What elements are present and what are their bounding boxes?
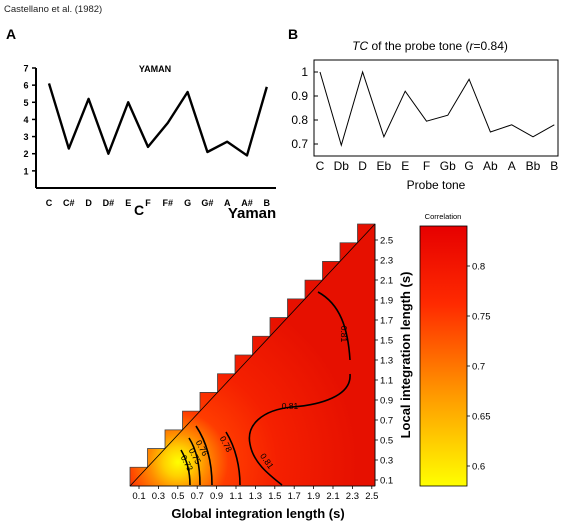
panel-c-x-tick-label: 0.3 <box>152 491 165 502</box>
panel-b-chart: TC of the probe tone (r=0.84) 0.7 0.8 0.9 1… <box>291 39 559 192</box>
panel-a-x-tick-label: G <box>184 198 191 208</box>
panel-a-chart: YAMAN 1 2 3 4 5 6 7 C C# D D# E F F# G G# A A# B <box>23 64 276 208</box>
colorbar-tick-label: 0.65 <box>472 412 491 423</box>
panel-c-x-tick-label: 1.3 <box>249 491 262 502</box>
panel-b-y-tick-label: 0.9 <box>291 89 308 103</box>
panel-b-x-tick-label: Gb <box>440 159 456 173</box>
panel-c-y-tick-label: 0.3 <box>380 456 393 467</box>
panel-label-a: A <box>6 26 17 42</box>
panel-a-title: YAMAN <box>139 64 171 74</box>
panel-a-x-tick-label: A <box>224 198 231 208</box>
panel-c-y-tick-label: 1.3 <box>380 356 393 367</box>
contour-078 <box>225 431 241 486</box>
panel-a-x-tick-label: D# <box>103 198 115 208</box>
panel-b-title: TC of the probe tone (r=0.84) <box>352 39 508 53</box>
panel-b-frame <box>313 59 559 157</box>
colorbar-tick-label: 0.75 <box>472 312 491 323</box>
panel-c-x-tick-label: 1.5 <box>268 491 281 502</box>
panel-c-x-tick-label: 0.9 <box>210 491 223 502</box>
panel-c-y-tick-label: 0.9 <box>380 396 393 407</box>
panel-a-y-tick-label: 6 <box>23 81 28 91</box>
panel-label-b: B <box>288 26 299 42</box>
panel-c-y-tick-label: 0.7 <box>380 416 393 427</box>
panel-c-y-tick-label: 1.7 <box>380 316 393 327</box>
panel-c-x-tick-label: 0.1 <box>132 491 145 502</box>
panel-c-x-tick-label: 1.1 <box>229 491 242 502</box>
panel-a-x-tick-label: A# <box>241 198 253 208</box>
panel-b-y-tick-label: 0.8 <box>291 113 308 127</box>
panel-c-y-tick-label: 0.5 <box>380 436 393 447</box>
colorbar <box>419 225 468 487</box>
contour-075 <box>188 437 201 486</box>
panel-a-x-tick-label: C# <box>63 198 75 208</box>
heatmap-diagonal-line <box>129 223 376 487</box>
panel-c-x-tick-label: 0.7 <box>191 491 204 502</box>
colorbar-tick-label: 0.7 <box>472 362 485 373</box>
panel-a-x-tick-label: G# <box>201 198 213 208</box>
panel-a-x-tick-label: E <box>125 198 131 208</box>
panel-a-x-tick-label: C <box>46 198 53 208</box>
panel-c-y-tick-label: 0.1 <box>380 476 393 487</box>
source-citation: Castellano et al. (1982) <box>4 4 103 15</box>
panel-a-y-tick-label: 3 <box>23 132 28 142</box>
panel-c-x-axis-label: Global integration length (s) <box>171 506 344 521</box>
panel-c-y-axis-label: Local integration length (s) <box>398 272 413 439</box>
panel-c-x-tick-label: 2.5 <box>365 491 378 502</box>
panel-c-x-tick-label: 1.7 <box>288 491 301 502</box>
panel-label-c: C <box>134 202 145 218</box>
heatmap-diagonal-edge <box>129 223 376 487</box>
panel-b-x-tick-label: Ab <box>483 159 498 173</box>
panel-a-y-tick-label: 5 <box>23 98 28 108</box>
colorbar-tick-label: 0.6 <box>472 462 485 473</box>
panel-b-x-tick-label: G <box>464 159 473 173</box>
panel-b-series-line <box>319 70 555 147</box>
contour-lines <box>180 291 351 486</box>
contour-label: 0.81 <box>339 326 349 343</box>
panel-c-x-tick-label: 0.5 <box>171 491 184 502</box>
panel-b-x-tick-label: C <box>316 159 325 173</box>
panel-b-x-tick-label: D <box>358 159 367 173</box>
panel-c-x-tick-label: 1.9 <box>307 491 320 502</box>
panel-a-x-tick-label: F# <box>163 198 174 208</box>
contour-081-upper <box>317 291 351 361</box>
panel-c-x-tick-label: 2.1 <box>326 491 339 502</box>
panel-c-y-tick-label: 2.1 <box>380 276 393 287</box>
panel-a-y-tick-label: 4 <box>23 115 28 125</box>
panel-a-x-tick-label: B <box>264 198 271 208</box>
colorbar-label: Correlation <box>425 212 462 221</box>
panel-a-x-tick-label: F <box>145 198 151 208</box>
panel-a-x-tick-label: D <box>85 198 92 208</box>
contour-073 <box>180 449 191 486</box>
panel-c-title: Yaman <box>228 205 276 222</box>
panel-b-x-tick-label: Eb <box>377 159 392 173</box>
contour-076 <box>195 425 213 486</box>
panel-a-y-tick-label: 1 <box>23 166 28 176</box>
panel-c-y-tick-label: 2.5 <box>380 236 393 247</box>
panel-c-y-tick-label: 1.1 <box>380 376 393 387</box>
panel-b-y-tick-label: 0.7 <box>291 137 308 151</box>
contour-081-middle <box>248 373 351 486</box>
colorbar-tick-label: 0.8 <box>472 262 485 273</box>
panel-b-x-tick-label: Bb <box>526 159 541 173</box>
panel-b-x-axis-label: Probe tone <box>407 178 466 192</box>
panel-c-y-tick-label: 1.5 <box>380 336 393 347</box>
panel-c-x-tick-label: 2.3 <box>346 491 359 502</box>
panel-b-x-tick-label: F <box>423 159 430 173</box>
panel-b-x-tick-label: B <box>550 159 558 173</box>
panel-a-y-tick-label: 7 <box>23 64 28 74</box>
panel-c-y-tick-label: 2.3 <box>380 256 393 267</box>
panel-b-x-tick-label: A <box>508 159 516 173</box>
panel-c-chart: Yaman 0.810.810.810.780.760.750.73 0.1 0.… <box>129 205 491 521</box>
panel-a-series-line <box>47 83 268 157</box>
contour-label: 0.81 <box>282 401 299 411</box>
panel-b-x-tick-label: E <box>401 159 409 173</box>
panel-c-y-tick-label: 1.9 <box>380 296 393 307</box>
panel-b-y-tick-label: 1 <box>301 65 308 79</box>
panel-a-y-tick-label: 2 <box>23 149 28 159</box>
panel-b-x-tick-label: Db <box>334 159 350 173</box>
